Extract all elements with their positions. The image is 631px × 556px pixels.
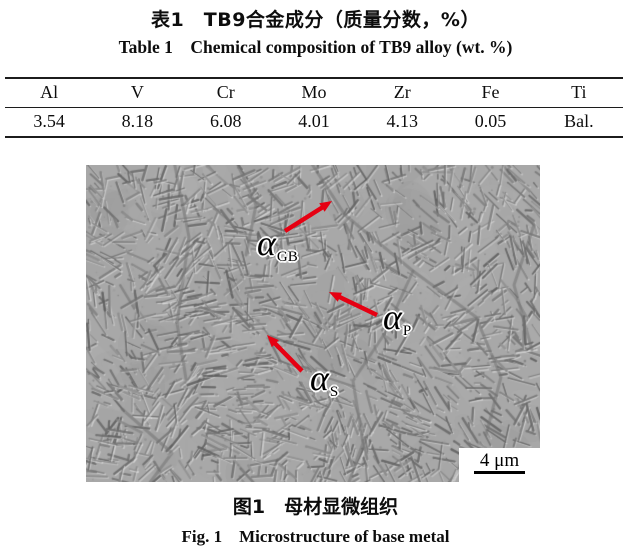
table-value-cell: 0.05 [474,111,507,132]
micrograph-canvas [86,165,540,482]
alpha-subscript: S [329,384,339,400]
alpha-subscript: GB [276,249,298,265]
figure-caption-en: Fig. 1 Microstructure of base metal [181,527,450,546]
figure-caption-zh: 图1 母材显微组织 [232,496,399,518]
table-header-cell: Cr [216,82,235,103]
alpha-symbol: α [257,223,276,263]
alpha-symbol: α [310,358,329,398]
arrow-alpha-gb [283,201,332,233]
composition-table: Al V Cr Mo Zr Fe Ti 3.54 8.18 6.08 4.01 … [5,77,623,138]
scale-bar-label: 4 μm [473,451,526,474]
arrowhead-icon [267,335,279,348]
table-title-zh: 表1 TB9合金成分（质量分数，%） [151,9,480,31]
table-value-cell: 3.54 [33,111,65,132]
table-value-cell: 4.13 [386,111,419,132]
table-data-row: 3.54 8.18 6.08 4.01 4.13 0.05 Bal. [5,107,623,137]
table-value-cell: 6.08 [209,111,242,132]
table-header-cell: V [130,82,144,103]
scale-bar-box: 4 μm [459,448,540,482]
alpha-symbol: α [383,297,402,337]
table-value-cell: Bal. [564,111,594,132]
table-title-en: Table 1 Chemical composition of TB9 allo… [118,37,513,57]
arrow-alpha-p [329,292,378,318]
annotation-label-alpha-s: αS [310,358,339,404]
arrowhead-icon [319,201,332,212]
arrow-alpha-s [267,335,304,373]
annotation-arrows [267,201,378,373]
table-header-row: Al V Cr Mo Zr Fe Ti [5,78,623,107]
table-header-cell: Zr [393,82,411,103]
annotation-label-alpha-gb: αGB [257,223,298,269]
table-header-cell: Mo [301,82,327,103]
table-header-cell: Fe [481,82,500,103]
table-value-cell: 4.01 [298,111,330,132]
alpha-subscript: P [402,323,412,339]
figure-panel: αGB αP αS 4 μm [86,165,540,482]
arrowhead-icon [329,292,342,302]
table-header-cell: Ti [571,82,587,103]
table-value-cell: 8.18 [121,111,154,132]
table-header-cell: Al [40,82,59,103]
annotation-label-alpha-p: αP [383,297,412,343]
